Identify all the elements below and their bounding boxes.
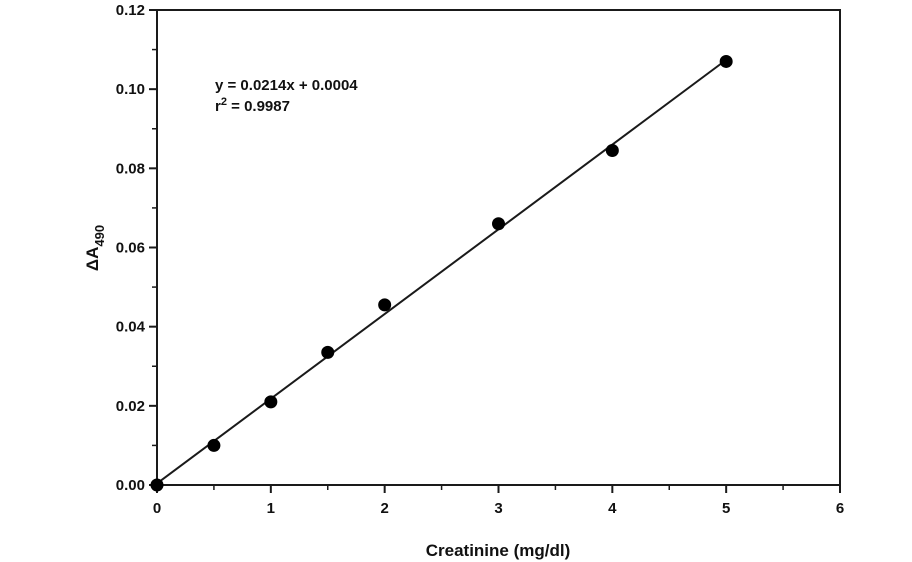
r-squared-value: = 0.9987 — [227, 98, 290, 115]
y-axis-tick-labels: 0.00 0.02 0.04 0.06 0.08 0.10 0.12 — [116, 2, 146, 494]
x-tick-label: 3 — [494, 500, 502, 517]
y-tick-label: 0.06 — [116, 240, 145, 257]
r-squared-superscript: 2 — [221, 96, 227, 108]
x-tick-label: 0 — [153, 500, 161, 517]
data-point — [264, 395, 278, 409]
data-point — [492, 217, 505, 231]
data-point — [719, 54, 733, 68]
regression-equation: y = 0.0214x + 0.0004 — [215, 77, 358, 94]
y-tick-label: 0.08 — [116, 160, 145, 177]
data-point — [150, 478, 164, 492]
r-squared-annotation: r2 = 0.9987 — [215, 96, 290, 115]
r-squared-prefix: r — [215, 98, 221, 115]
regression-line — [156, 59, 727, 485]
data-point — [378, 298, 392, 312]
data-point — [321, 345, 335, 359]
y-tick-label: 0.10 — [116, 81, 145, 98]
x-tick-label: 6 — [836, 500, 844, 517]
data-point — [207, 438, 221, 452]
data-point — [605, 144, 619, 158]
x-tick-label: 1 — [267, 500, 275, 517]
x-axis-tick-labels: 0 1 2 3 4 5 6 — [153, 500, 844, 517]
x-tick-label: 4 — [608, 500, 617, 517]
y-tick-label: 0.04 — [116, 319, 146, 336]
y-tick-label: 0.00 — [116, 477, 145, 494]
y-tick-label: 0.02 — [116, 398, 145, 415]
x-tick-label: 2 — [380, 500, 388, 517]
y-axis-title: ΔA490 — [83, 225, 107, 271]
y-axis-title-subscript: 490 — [92, 225, 107, 247]
y-axis-title-main: ΔA — [83, 247, 102, 272]
y-tick-label: 0.12 — [116, 2, 145, 19]
x-tick-label: 5 — [722, 500, 730, 517]
data-points — [150, 54, 733, 492]
x-axis-title: Creatinine (mg/dl) — [426, 541, 571, 560]
